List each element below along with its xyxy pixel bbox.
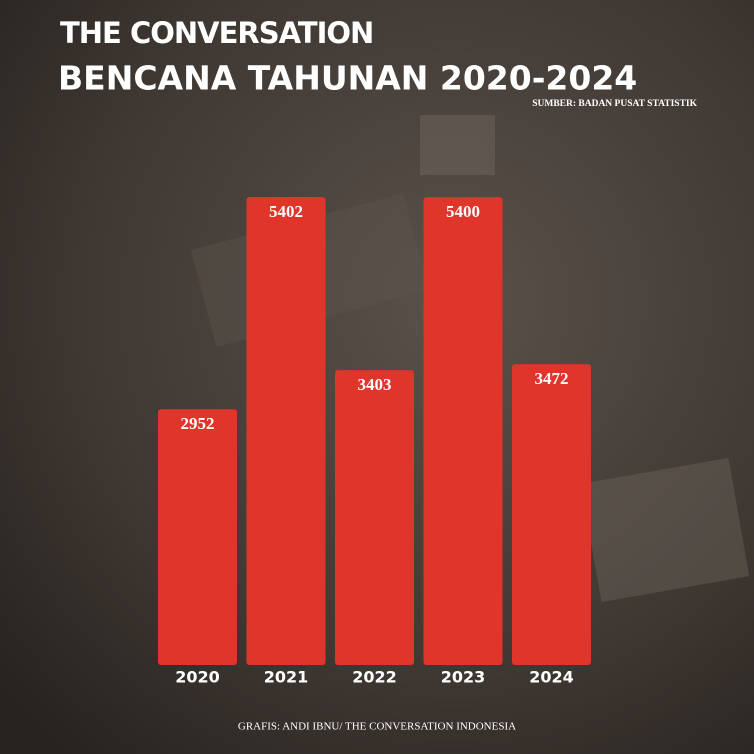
bar — [512, 364, 591, 665]
x-tick-label: 2020 — [175, 668, 220, 687]
brand-logo: THE CONVERSATION — [60, 16, 373, 50]
value-label: 3472 — [535, 369, 569, 388]
bar — [423, 197, 503, 665]
chart-title: BENCANA TAHUNAN 2020-2024 — [58, 59, 637, 98]
x-tick-label: 2024 — [529, 668, 574, 687]
bar — [158, 409, 237, 665]
x-tick-label: 2023 — [441, 668, 486, 687]
bar — [246, 197, 326, 665]
roof-shape — [580, 457, 750, 603]
value-label: 5402 — [269, 202, 303, 221]
value-label: 2952 — [181, 414, 215, 433]
bar — [335, 370, 414, 665]
value-label: 3403 — [358, 375, 392, 394]
x-tick-label: 2021 — [264, 668, 309, 687]
x-tick-label: 2022 — [352, 668, 397, 687]
value-label: 5400 — [446, 202, 480, 221]
source-note: SUMBER: BADAN PUSAT STATISTIK — [532, 99, 697, 109]
credit: GRAFIS: ANDI IBNU/ THE CONVERSATION INDO… — [238, 721, 516, 733]
house-shape — [420, 115, 495, 175]
